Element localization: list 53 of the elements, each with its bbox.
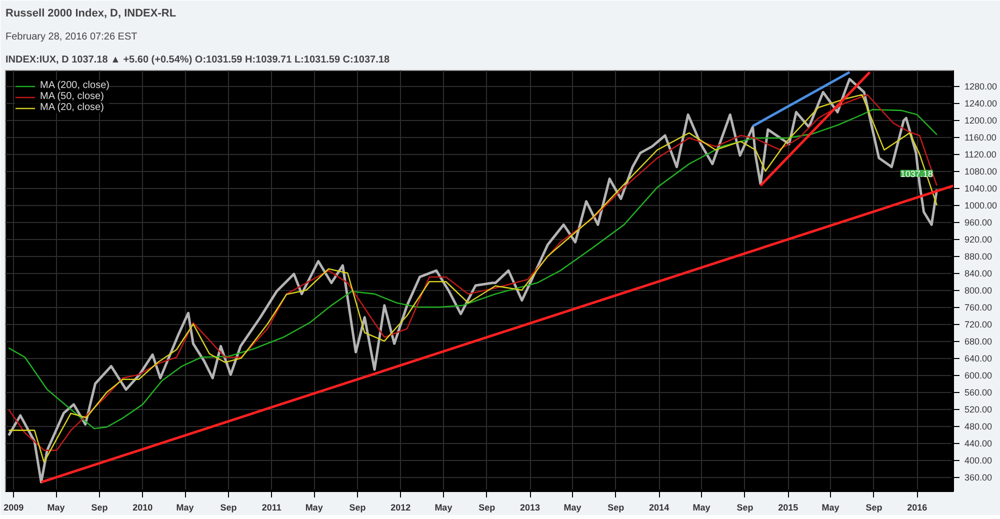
x-tick-label: Sep xyxy=(736,502,754,512)
y-tick-label: 440.00 xyxy=(964,438,992,449)
y-tick-label: 600.00 xyxy=(964,370,992,381)
x-tick-label: 2016 xyxy=(907,502,928,512)
x-tick-label: May xyxy=(692,502,710,512)
y-tick-label: 680.00 xyxy=(964,336,992,347)
x-tick-label: Sep xyxy=(608,502,625,512)
y-tick-label: 1120.00 xyxy=(964,150,996,160)
chart-subtitle: INDEX:IUX, D 1037.18 ▲ +5.60 (+0.54%) O:1031.59 H:1039.71 L:1031.59 C:1037.18 xyxy=(6,54,390,66)
x-tick-label: Sep xyxy=(349,502,366,512)
x-tick-label: Sep xyxy=(91,502,108,512)
y-tick-label: 520.00 xyxy=(964,404,992,415)
y-tick-label: 1040.00 xyxy=(964,184,998,194)
y-tick-label: 1200.00 xyxy=(964,116,998,126)
y-tick-label: 360.00 xyxy=(964,472,992,483)
annotation: 1037.18 xyxy=(900,168,933,179)
legend-label: MA (50, close) xyxy=(40,91,104,102)
y-tick-label: 720.00 xyxy=(964,320,992,330)
y-tick-label: 640.00 xyxy=(964,354,992,364)
x-tick-label: May xyxy=(822,502,840,512)
y-tick-label: 800.00 xyxy=(964,286,992,296)
legend-label: MA (200, close) xyxy=(40,80,110,91)
y-tick-label: 1160.00 xyxy=(964,132,996,143)
y-tick-label: 1240.00 xyxy=(964,98,998,109)
x-tick-label: May xyxy=(434,502,452,512)
x-tick-label: Sep xyxy=(220,502,238,512)
x-tick-label: 2009 xyxy=(4,502,24,512)
y-tick-label: 920.00 xyxy=(964,234,992,245)
x-tick-label: May xyxy=(176,502,194,512)
x-tick-label: May xyxy=(47,502,65,512)
chart-title: Russell 2000 Index, D, INDEX-RL xyxy=(6,8,176,20)
y-tick-label: 400.00 xyxy=(964,456,992,466)
x-tick-label: May xyxy=(305,502,323,512)
x-tick-label: Sep xyxy=(866,502,883,512)
x-tick-label: 2014 xyxy=(649,502,670,512)
y-tick-label: 760.00 xyxy=(964,302,992,313)
x-tick-label: 2015 xyxy=(778,502,798,512)
x-tick-label: 2013 xyxy=(520,502,540,512)
y-tick-label: 960.00 xyxy=(964,218,992,228)
y-tick-label: 480.00 xyxy=(964,422,992,432)
legend-label: MA (20, close) xyxy=(40,102,104,113)
y-tick-label: 840.00 xyxy=(964,268,992,279)
x-tick-label: 2011 xyxy=(262,502,282,512)
x-tick-label: May xyxy=(564,502,582,512)
text: February 28, 2016 07:26 EST xyxy=(6,32,138,42)
x-tick-label: 2012 xyxy=(390,502,411,512)
y-tick-label: 1080.00 xyxy=(964,166,998,177)
y-tick-label: 560.00 xyxy=(964,388,992,398)
x-tick-label: Sep xyxy=(478,502,496,512)
y-tick-label: 1000.00 xyxy=(964,200,998,211)
x-tick-label: 2010 xyxy=(132,502,153,512)
y-tick-label: 880.00 xyxy=(964,252,992,262)
y-tick-label: 1280.00 xyxy=(964,82,998,92)
